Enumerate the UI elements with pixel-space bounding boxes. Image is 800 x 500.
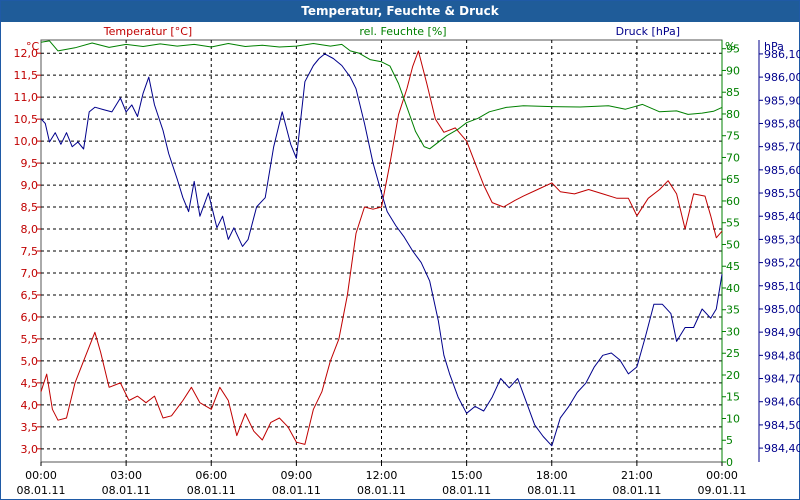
humidity-tick-label: 70 (726, 151, 740, 164)
pressure-axis-title: Druck [hPa] (616, 25, 680, 38)
axes (37, 40, 763, 466)
pressure-tick-label: 985,80 (764, 117, 800, 130)
temperature-tick-label: 5,0 (21, 355, 39, 368)
x-tick-label-time: 09:00 (281, 469, 313, 482)
temperature-series-line (40, 50, 723, 445)
temperature-tick-label: 5,5 (21, 333, 39, 346)
temperature-tick-label: 7,5 (21, 245, 39, 258)
humidity-tick-label: 0 (726, 456, 733, 469)
humidity-tick-label: 65 (726, 173, 740, 186)
x-tick-label-time: 18:00 (536, 469, 568, 482)
humidity-tick-label: 55 (726, 217, 740, 230)
humidity-tick-label: 10 (726, 412, 740, 425)
pressure-series-line (40, 53, 723, 447)
temperature-tick-label: 11,5 (14, 69, 39, 82)
x-tick-label-time: 12:00 (366, 469, 398, 482)
x-tick-label-date: 08.01.11 (612, 484, 661, 497)
pressure-tick-label: 985,20 (764, 257, 800, 270)
x-tick-label-date: 08.01.11 (272, 484, 321, 497)
pressure-tick-label: 985,90 (764, 94, 800, 107)
humidity-unit: % (725, 40, 735, 53)
temperature-tick-label: 12,0 (14, 47, 39, 60)
temperature-tick-label: 8,0 (21, 223, 39, 236)
humidity-tick-label: 5 (726, 434, 733, 447)
pressure-tick-label: 985,00 (764, 303, 800, 316)
temperature-tick-label: 3,0 (21, 443, 39, 456)
temperature-tick-label: 3,5 (21, 421, 39, 434)
pressure-tick-label: 986,10 (764, 48, 800, 61)
humidity-tick-label: 95 (726, 43, 740, 56)
temperature-tick-label: 6,0 (21, 311, 39, 324)
pressure-tick-label: 984,40 (764, 442, 800, 455)
humidity-tick-label: 90 (726, 64, 740, 77)
x-tick-label-date: 08.01.11 (17, 484, 66, 497)
humidity-tick-label: 20 (726, 369, 740, 382)
temperature-tick-label: 10,0 (14, 135, 39, 148)
x-tick-label-date: 08.01.11 (102, 484, 151, 497)
x-tick-label-date: 09.01.11 (698, 484, 747, 497)
pressure-tick-label: 986,00 (764, 71, 800, 84)
temperature-tick-label: 4,5 (21, 377, 39, 390)
humidity-tick-label: 80 (726, 108, 740, 121)
pressure-tick-label: 984,90 (764, 326, 800, 339)
x-tick-label-date: 08.01.11 (442, 484, 491, 497)
series-lines (40, 40, 723, 447)
grid (40, 39, 723, 463)
pressure-unit: hPa (764, 40, 784, 53)
pressure-tick-label: 985,60 (764, 164, 800, 177)
x-tick-label-date: 08.01.11 (527, 484, 576, 497)
pressure-tick-label: 985,10 (764, 280, 800, 293)
pressure-tick-label: 984,70 (764, 373, 800, 386)
temperature-tick-label: 4,0 (21, 399, 39, 412)
pressure-tick-label: 985,40 (764, 210, 800, 223)
temperature-unit: °C (26, 40, 40, 53)
humidity-tick-label: 75 (726, 130, 740, 143)
temperature-tick-label: 9,0 (21, 179, 39, 192)
pressure-tick-label: 985,70 (764, 141, 800, 154)
temperature-tick-label: 9,5 (21, 157, 39, 170)
humidity-tick-label: 15 (726, 391, 740, 404)
pressure-tick-label: 984,50 (764, 419, 800, 432)
x-tick-label-date: 08.01.11 (357, 484, 406, 497)
pressure-tick-label: 984,80 (764, 349, 800, 362)
temperature-tick-label: 7,0 (21, 267, 39, 280)
humidity-tick-label: 50 (726, 238, 740, 251)
temperature-tick-label: 6,5 (21, 289, 39, 302)
pressure-tick-label: 985,30 (764, 233, 800, 246)
temperature-tick-label: 10,5 (14, 113, 39, 126)
temperature-tick-label: 8,5 (21, 201, 39, 214)
x-tick-label-time: 15:00 (451, 469, 483, 482)
humidity-tick-label: 85 (726, 86, 740, 99)
x-tick-label-time: 00:00 (706, 469, 738, 482)
humidity-tick-label: 60 (726, 195, 740, 208)
pressure-tick-label: 984,60 (764, 396, 800, 409)
temperature-tick-label: 11,0 (14, 91, 39, 104)
humidity-tick-label: 30 (726, 325, 740, 338)
humidity-tick-label: 45 (726, 260, 740, 273)
axis-labels: 00:00 08.01.11 03:00 08.01.11 06:00 08.01.11 0… (14, 25, 800, 497)
x-tick-label-date: 08.01.11 (187, 484, 236, 497)
window-title: Temperatur, Feuchte & Druck (1, 1, 799, 22)
x-tick-label-time: 00:00 (25, 469, 57, 482)
x-tick-label-time: 06:00 (195, 469, 227, 482)
humidity-tick-label: 35 (726, 304, 740, 317)
x-tick-label-time: 21:00 (621, 469, 653, 482)
humidity-series-line (40, 40, 723, 150)
humidity-tick-label: 40 (726, 282, 740, 295)
x-tick-label-time: 03:00 (110, 469, 142, 482)
humidity-tick-label: 25 (726, 347, 740, 360)
temperature-axis-title: Temperatur [°C] (103, 25, 192, 38)
humidity-axis-title: rel. Feuchte [%] (359, 25, 446, 38)
pressure-tick-label: 985,50 (764, 187, 800, 200)
